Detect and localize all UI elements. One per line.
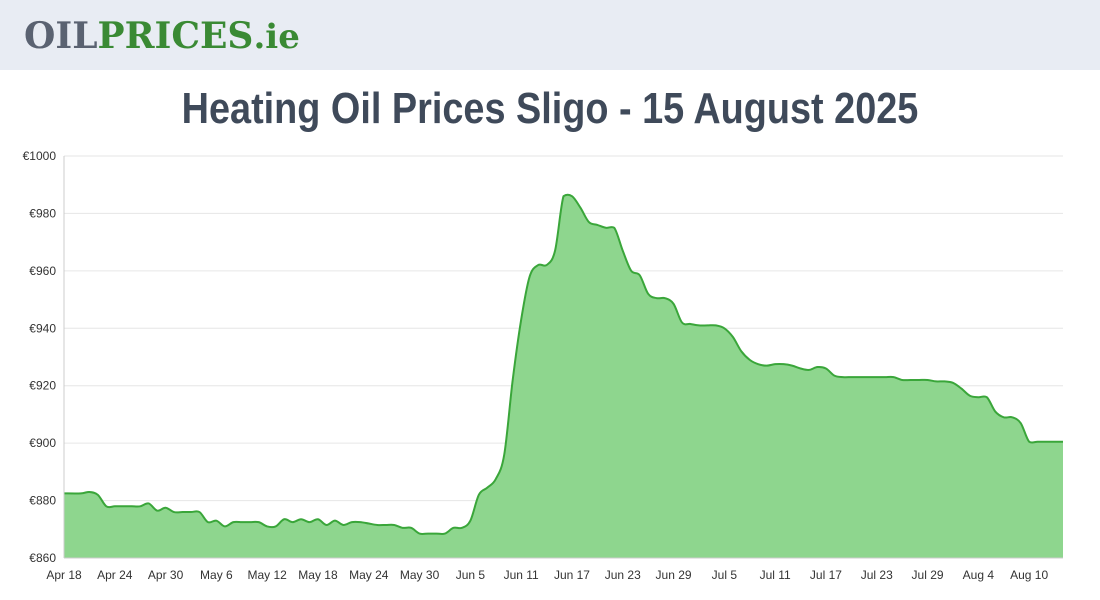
x-tick-label: Jul 23	[861, 568, 893, 582]
page-title: Heating Oil Prices Sligo - 15 August 202…	[181, 84, 919, 133]
y-tick-label: €980	[29, 206, 56, 220]
tick-labels: €1000 €980 €960 €940 €920 €900 €880 €860 Apr 18 A…	[23, 149, 1049, 582]
series-line	[63, 193, 1063, 536]
x-tick-label: May 24	[349, 568, 389, 582]
x-tick-label: Jul 5	[712, 568, 738, 582]
x-tick-label: Jun 29	[656, 568, 692, 582]
y-tick-label: €880	[29, 494, 56, 508]
x-tick-label: Apr 24	[97, 568, 133, 582]
x-tick-label: May 18	[298, 568, 338, 582]
logo-part-tld: .ie	[253, 17, 300, 57]
y-tick-label: €1000	[23, 149, 57, 163]
x-tick-label: Jul 29	[912, 568, 944, 582]
x-tick-label: Aug 10	[1010, 568, 1048, 582]
x-tick-label: Apr 30	[148, 568, 184, 582]
axis-lines	[63, 156, 1063, 559]
x-tick-label: Jun 23	[605, 568, 641, 582]
series-fill	[64, 194, 1063, 558]
x-tick-label: Jun 11	[504, 568, 539, 582]
x-tick-label: Jul 11	[760, 568, 791, 582]
y-tick-label: €960	[29, 264, 56, 278]
series-area	[63, 193, 1064, 558]
y-tick-label: €920	[29, 379, 56, 393]
x-tick-label: Jun 5	[456, 568, 486, 582]
x-tick-label: Jul 17	[810, 568, 842, 582]
x-tick-label: Jun 17	[554, 568, 590, 582]
x-tick-label: May 12	[248, 568, 288, 582]
x-tick-label: May 30	[400, 568, 440, 582]
site-logo[interactable]: OILPRICES.ie	[24, 14, 300, 59]
logo-part-oil: OIL	[24, 15, 98, 57]
y-tick-label: €940	[29, 321, 56, 335]
x-tick-label: May 6	[200, 568, 233, 582]
site-header: OILPRICES.ie	[0, 0, 1100, 70]
logo-part-prices: PRICES	[97, 15, 254, 57]
y-tick-label: €900	[29, 436, 56, 450]
x-tick-label: Apr 18	[46, 568, 82, 582]
x-tick-label: Aug 4	[963, 568, 995, 582]
y-tick-label: €860	[29, 551, 56, 565]
